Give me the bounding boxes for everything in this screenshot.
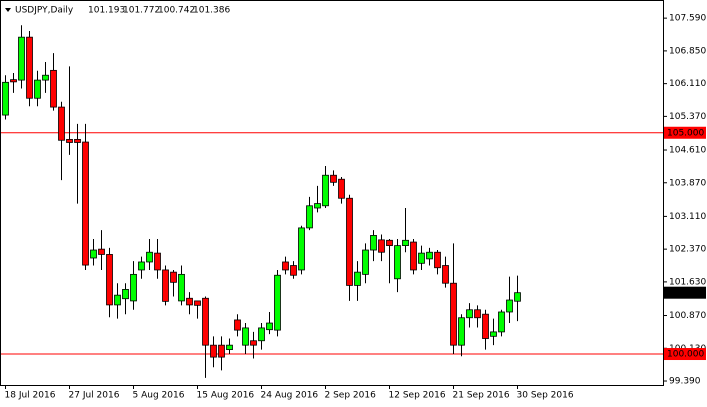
candle-body (138, 261, 145, 271)
level-label: 100.000 (667, 350, 704, 360)
candle-body (66, 138, 73, 143)
candle-body (42, 74, 49, 81)
x-tick-label: 30 Sep 2016 (517, 391, 574, 401)
candle-body (194, 300, 201, 306)
candle-body (266, 322, 273, 331)
candle-body (506, 299, 513, 313)
candle-body (330, 174, 337, 183)
chart-title: USDJPY,Daily (15, 6, 74, 16)
candle-body (426, 251, 433, 260)
y-tick-label: 99.390 (669, 377, 701, 387)
candle-body (114, 294, 121, 306)
candle-body (306, 205, 313, 229)
header-low: 100.742 (158, 6, 195, 16)
candle-body (82, 141, 89, 266)
candle-body (178, 273, 185, 302)
candle-body (202, 297, 209, 346)
candle-body (218, 344, 225, 358)
y-tick-label: 107.590 (669, 14, 706, 24)
y-tick-label: 101.630 (669, 277, 706, 287)
candle-body (370, 235, 377, 251)
candle-body (26, 36, 33, 99)
x-tick-label: 5 Aug 2016 (133, 391, 185, 401)
candle-body (58, 106, 65, 141)
candle-body (90, 249, 97, 259)
candle-body (282, 261, 289, 271)
x-tick-label: 15 Aug 2016 (197, 391, 255, 401)
header-close: 101.386 (193, 6, 230, 16)
level-label-box (664, 126, 706, 139)
x-tick-label: 12 Sep 2016 (389, 391, 446, 401)
candle-body (226, 344, 233, 350)
y-tick-label: 106.110 (669, 79, 706, 89)
candle-body (162, 269, 169, 302)
candle-body (322, 174, 329, 207)
candle-body (154, 252, 161, 271)
candle-body (50, 69, 57, 108)
plot-frame (0, 0, 664, 386)
candle-body (210, 344, 217, 358)
candle-body (434, 251, 441, 269)
candle-body (18, 36, 25, 81)
candle-body (474, 309, 481, 319)
candle-body (442, 265, 449, 284)
candle-body (242, 327, 249, 346)
candle-body (490, 331, 497, 337)
price-label-box (664, 286, 706, 299)
candle-body (314, 203, 321, 209)
candle-body (418, 252, 425, 264)
header-high: 101.772 (123, 6, 160, 16)
candle-body (354, 271, 361, 286)
candle-body (186, 297, 193, 306)
y-tick-label: 106.850 (669, 46, 706, 56)
candle-body (378, 239, 385, 253)
candle-body (514, 292, 521, 302)
x-tick-label: 27 Jul 2016 (69, 391, 120, 401)
candle-body (130, 273, 137, 302)
header-open: 101.193 (88, 6, 125, 16)
candle-body (458, 317, 465, 346)
candle-body (298, 227, 305, 271)
candle-body (410, 241, 417, 271)
candle-body (466, 309, 473, 319)
y-tick-label: 104.610 (669, 146, 706, 156)
candle-body (258, 327, 265, 342)
candle-body (74, 138, 81, 143)
menu-arrow (5, 8, 11, 12)
level-label-box (664, 348, 706, 361)
y-tick-label: 105.370 (669, 112, 706, 122)
candle-body (450, 282, 457, 346)
candle-body (386, 239, 393, 247)
candle-body (170, 271, 177, 283)
y-tick-label: 100.870 (669, 311, 706, 321)
candle-body (250, 340, 257, 346)
candle-body (274, 274, 281, 331)
candle-body (98, 248, 105, 255)
price-label: 101.386 (667, 288, 704, 298)
candle-body (338, 178, 345, 199)
candle-body (34, 79, 41, 99)
x-tick-label: 24 Aug 2016 (261, 391, 319, 401)
y-tick-label: 102.370 (669, 245, 706, 255)
candle-body (346, 197, 353, 286)
y-tick-label: 103.870 (669, 178, 706, 188)
candle-body (394, 245, 401, 280)
x-tick-label: 21 Sep 2016 (453, 391, 510, 401)
candle-body (290, 265, 297, 276)
candle-body (146, 251, 153, 263)
candle-body (402, 239, 409, 247)
level-label: 105.000 (667, 128, 704, 138)
y-tick-label: 103.110 (669, 212, 706, 222)
candle-body (2, 81, 9, 116)
candle-body (362, 249, 369, 275)
candle-body (106, 254, 113, 306)
candle-body (234, 319, 241, 331)
candle-body (482, 313, 489, 339)
candle-body (122, 289, 129, 300)
x-tick-label: 2 Sep 2016 (325, 391, 377, 401)
candle-body (498, 311, 505, 333)
candle-body (10, 79, 17, 83)
x-tick-label: 18 Jul 2016 (5, 391, 56, 401)
